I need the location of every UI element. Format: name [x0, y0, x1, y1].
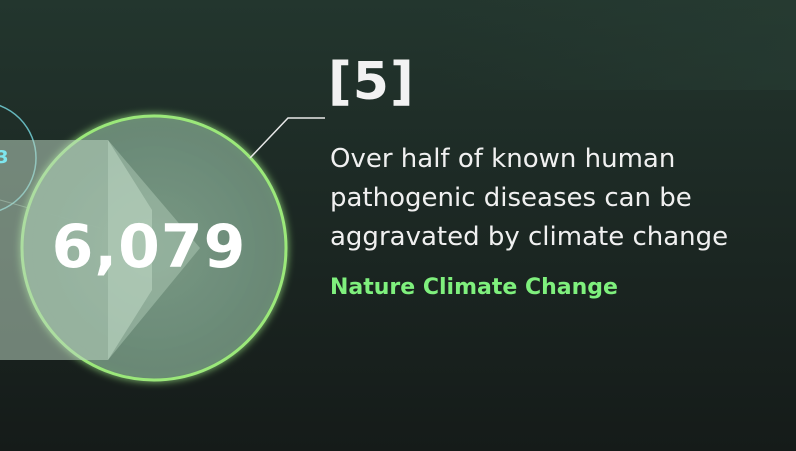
- arrow-head: [108, 140, 200, 360]
- stat-description: Over half of known human pathogenic dise…: [330, 144, 729, 252]
- previous-stat-fragment: 3: [0, 147, 9, 168]
- background-shade: [436, 0, 796, 90]
- arrow-band: [0, 140, 152, 360]
- stat-value: 6,079: [51, 212, 247, 282]
- callout-line: [249, 117, 325, 159]
- source-label: Nature Climate Change: [330, 275, 618, 300]
- reference-number: [5]: [328, 52, 415, 112]
